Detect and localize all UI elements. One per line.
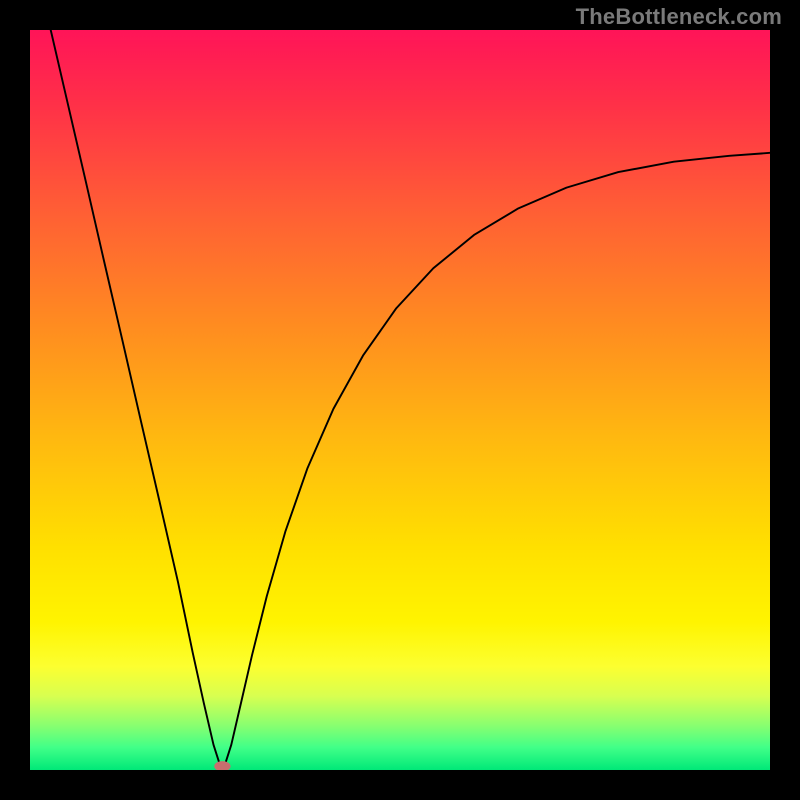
chart-frame: TheBottleneck.com	[0, 0, 800, 800]
gradient-background	[30, 30, 770, 770]
plot-area	[30, 30, 770, 770]
chart-svg	[30, 30, 770, 770]
watermark-text: TheBottleneck.com	[576, 4, 782, 30]
